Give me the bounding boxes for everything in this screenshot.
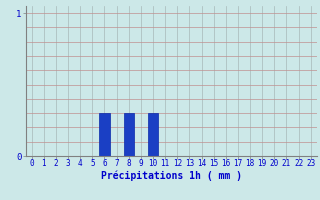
X-axis label: Précipitations 1h ( mm ): Précipitations 1h ( mm )	[101, 171, 242, 181]
Bar	[99, 113, 110, 156]
Bar	[148, 113, 158, 156]
Bar	[124, 113, 134, 156]
